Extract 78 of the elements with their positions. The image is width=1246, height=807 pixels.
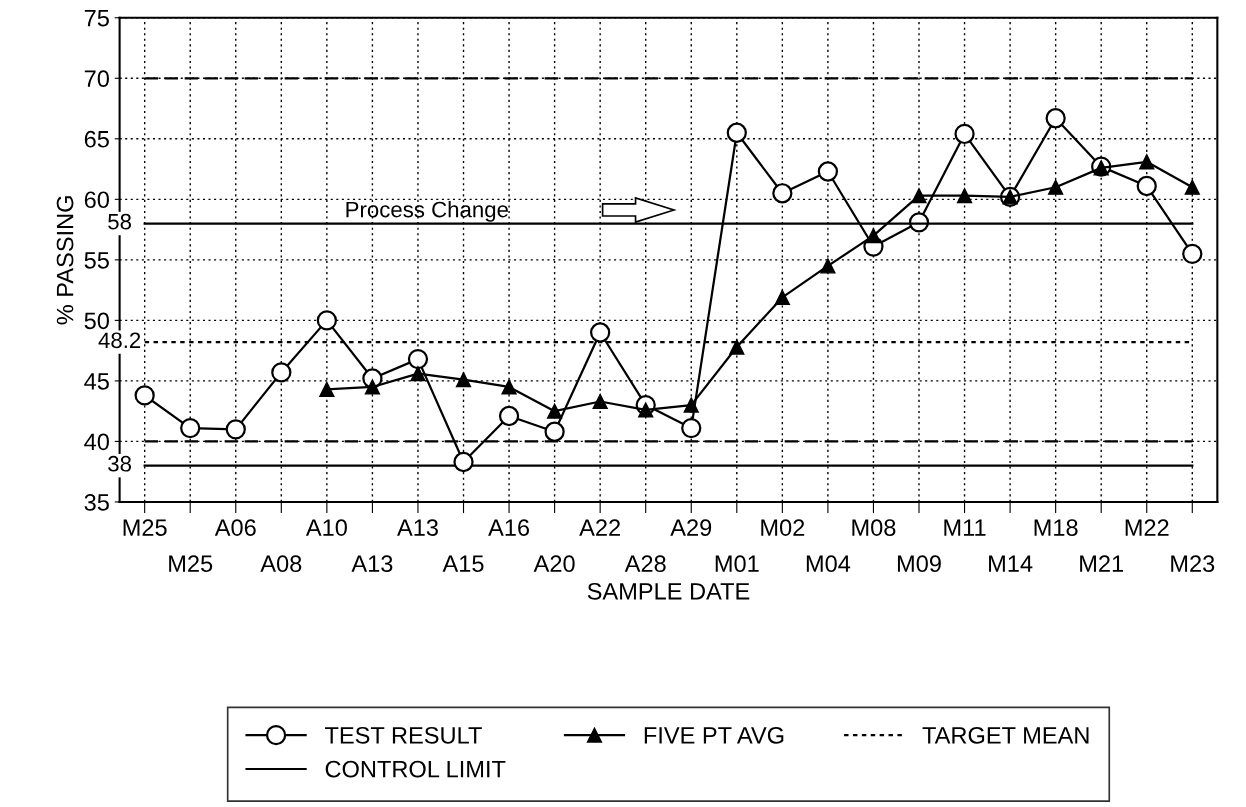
point [1182, 243, 1203, 264]
point [820, 258, 836, 274]
x-tick-label: M11 [944, 519, 986, 536]
x-tick-label: A13 [397, 519, 438, 536]
point [911, 188, 927, 204]
point [772, 183, 793, 204]
point [774, 289, 790, 306]
y-tick-label: 70 [84, 70, 109, 88]
point [865, 228, 882, 244]
x-tick-label: A29 [670, 519, 712, 536]
point [726, 122, 747, 143]
x-tick-label: A22 [579, 519, 620, 536]
y-tick-label: 60 [84, 191, 109, 209]
y-tick-label: 50 [84, 312, 109, 330]
x-tick-label: A15 [442, 555, 484, 573]
point [956, 188, 973, 204]
point [1048, 179, 1064, 195]
x-tick-label: M08 [852, 519, 896, 536]
x-tick-label: M22 [1125, 519, 1169, 536]
point [817, 161, 839, 182]
annotation: 48.2 [98, 332, 141, 349]
point [954, 123, 975, 145]
point [546, 403, 563, 419]
legend-label: TARGET MEAN [922, 726, 1089, 744]
x-tick-label: M25 [123, 519, 167, 536]
point [683, 397, 699, 413]
x-tick-label: A10 [305, 519, 347, 536]
x-tick-label: M14 [989, 555, 1033, 572]
point [1045, 108, 1066, 129]
x-tick-label: A28 [624, 555, 666, 573]
legend-label: TEST RESULT [325, 726, 482, 744]
annotation: Process Change [346, 201, 508, 222]
x-tick-label: M25 [169, 555, 213, 573]
x-tick-label: M09 [897, 555, 941, 573]
x-tick-label: A20 [533, 555, 575, 573]
point [1184, 179, 1200, 195]
point [410, 366, 426, 382]
point [1136, 175, 1157, 197]
point [501, 379, 517, 395]
x-tick-label: A13 [351, 555, 393, 573]
point [681, 417, 702, 439]
point [407, 348, 429, 370]
point [455, 372, 472, 388]
point [319, 381, 335, 398]
y-tick-label: 45 [84, 373, 109, 390]
legend-label: FIVE PT AVG [644, 726, 784, 744]
annotation: 58 [108, 213, 132, 230]
point [729, 339, 745, 355]
point [134, 385, 155, 406]
point [592, 393, 608, 410]
legend-label: CONTROL LIMIT [325, 760, 506, 778]
x-tick-label: A16 [488, 519, 530, 536]
x-tick-label: M01 [715, 555, 759, 573]
point [180, 417, 201, 439]
point [1139, 154, 1155, 170]
y-tick-label: 75 [84, 10, 109, 27]
x-tick-label: M21 [1080, 555, 1124, 572]
ref-line-label: 38 [108, 455, 132, 472]
x-tick-label: A08 [260, 555, 302, 573]
x-tick-label: A06 [214, 519, 256, 536]
point [453, 451, 474, 473]
point [498, 405, 520, 427]
point [364, 379, 381, 395]
y-tick-label: 35 [84, 494, 109, 511]
x-tick-label: M18 [1034, 519, 1078, 536]
y-tick-label: 65 [84, 130, 109, 148]
point [225, 419, 246, 440]
x-tick-label: M02 [761, 519, 805, 536]
x-tick-label: M23 [1171, 555, 1215, 573]
point [544, 421, 565, 442]
point [590, 322, 611, 343]
point [271, 362, 292, 383]
y-axis-title: % PASSING [56, 196, 74, 325]
y-tick-label: 40 [84, 433, 109, 451]
x-axis-title: SAMPLE DATE [587, 582, 750, 600]
point [316, 310, 337, 331]
y-tick-label: 55 [84, 252, 109, 269]
x-tick-label: M04 [806, 555, 851, 573]
